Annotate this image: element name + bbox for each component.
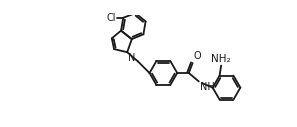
Text: NH₂: NH₂	[211, 54, 231, 64]
Text: N: N	[128, 53, 135, 63]
Text: Cl: Cl	[106, 13, 116, 23]
Text: NH: NH	[200, 82, 214, 92]
Text: O: O	[193, 51, 201, 61]
